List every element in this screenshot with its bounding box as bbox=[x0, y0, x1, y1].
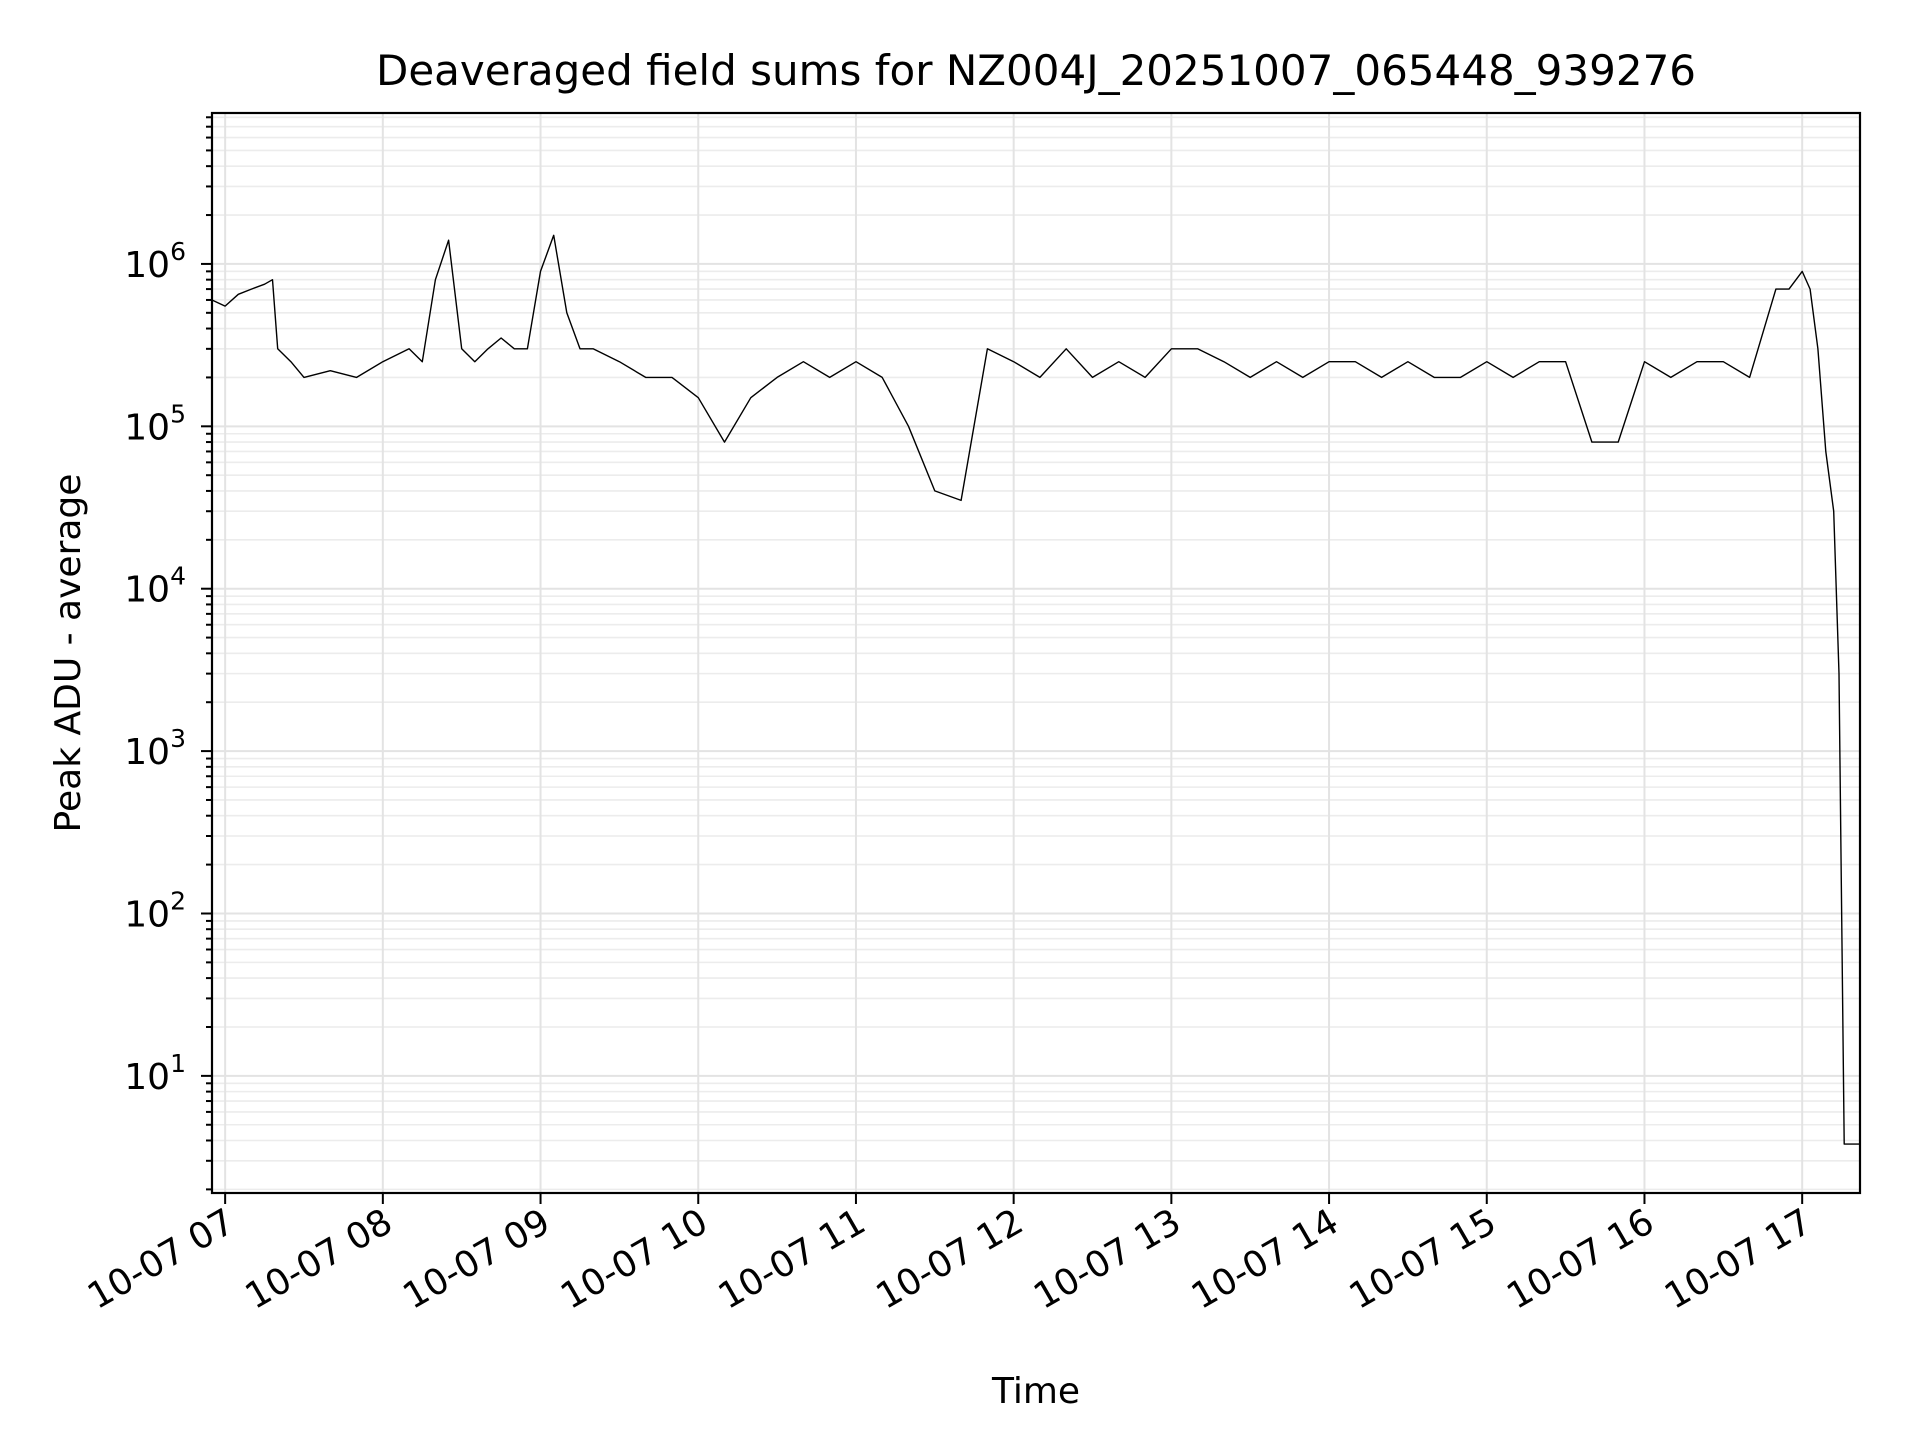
y-tick-label: 106 bbox=[124, 237, 186, 286]
y-tick-label-base: 10 bbox=[124, 245, 170, 286]
y-tick-label-exponent: 2 bbox=[170, 886, 186, 915]
y-tick-label: 105 bbox=[124, 399, 186, 448]
y-tick-label-base: 10 bbox=[124, 1057, 170, 1098]
y-tick-label-exponent: 4 bbox=[170, 562, 186, 591]
y-tick-label-base: 10 bbox=[124, 732, 170, 773]
y-tick-label: 102 bbox=[124, 886, 186, 935]
y-tick-label-base: 10 bbox=[124, 570, 170, 611]
y-tick-label-base: 10 bbox=[124, 407, 170, 448]
grid bbox=[212, 113, 1860, 1193]
y-tick-label-exponent: 3 bbox=[170, 724, 186, 753]
series-line bbox=[211, 234, 1860, 1145]
y-tick-label-base: 10 bbox=[124, 894, 170, 935]
y-axis-label: Peak ADU - average bbox=[48, 474, 89, 833]
y-tick-label-exponent: 6 bbox=[170, 237, 186, 266]
y-tick-label: 103 bbox=[124, 724, 186, 773]
y-tick-label-exponent: 5 bbox=[170, 399, 186, 428]
y-tick-label: 101 bbox=[124, 1049, 186, 1098]
y-tick-label: 104 bbox=[124, 562, 186, 611]
chart-title: Deaveraged field sums for NZ004J_2025100… bbox=[376, 46, 1696, 95]
series-layer bbox=[211, 234, 1860, 1145]
y-tick-label-exponent: 1 bbox=[170, 1049, 186, 1078]
x-axis-label: Time bbox=[991, 1371, 1080, 1412]
